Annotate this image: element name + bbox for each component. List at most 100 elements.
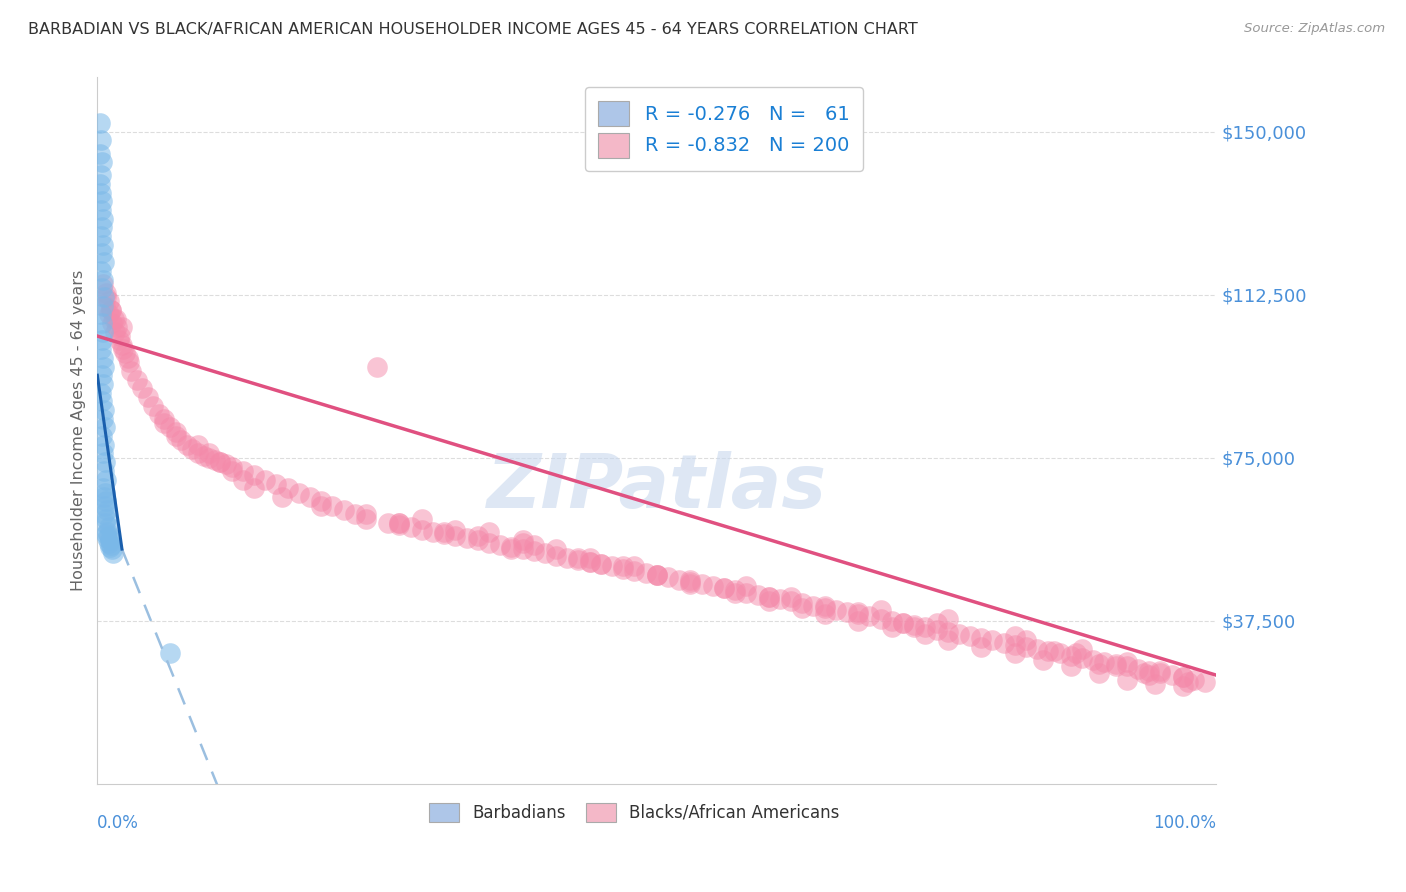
Point bbox=[567, 550, 589, 565]
Point bbox=[634, 566, 657, 580]
Point bbox=[354, 511, 377, 525]
Point bbox=[645, 568, 668, 582]
Point bbox=[534, 546, 557, 560]
Point bbox=[90, 429, 112, 443]
Point bbox=[165, 429, 187, 443]
Point bbox=[90, 155, 112, 169]
Point bbox=[713, 581, 735, 595]
Point bbox=[96, 503, 118, 517]
Point bbox=[309, 494, 332, 508]
Point bbox=[1182, 673, 1205, 687]
Point bbox=[411, 523, 433, 537]
Point bbox=[90, 133, 112, 147]
Point bbox=[1060, 659, 1083, 673]
Point bbox=[96, 290, 118, 304]
Point bbox=[343, 508, 366, 522]
Point bbox=[1104, 659, 1126, 673]
Point bbox=[1043, 644, 1066, 658]
Point bbox=[107, 334, 129, 348]
Point bbox=[90, 220, 112, 235]
Point bbox=[159, 420, 181, 434]
Point bbox=[690, 577, 713, 591]
Point bbox=[93, 508, 115, 522]
Point bbox=[399, 520, 422, 534]
Point bbox=[243, 481, 266, 495]
Point bbox=[112, 342, 135, 356]
Point bbox=[846, 607, 869, 622]
Point bbox=[94, 455, 117, 469]
Point bbox=[388, 516, 411, 530]
Point bbox=[645, 568, 668, 582]
Point bbox=[125, 373, 148, 387]
Point bbox=[501, 540, 523, 554]
Point bbox=[90, 168, 112, 182]
Point bbox=[523, 538, 546, 552]
Point bbox=[100, 303, 122, 318]
Point bbox=[735, 585, 758, 599]
Point bbox=[91, 299, 114, 313]
Point bbox=[1092, 655, 1115, 669]
Point bbox=[388, 516, 411, 530]
Text: 0.0%: 0.0% bbox=[97, 814, 139, 832]
Point bbox=[266, 476, 288, 491]
Point bbox=[702, 579, 724, 593]
Point bbox=[1038, 644, 1060, 658]
Point bbox=[478, 535, 501, 549]
Point bbox=[1066, 647, 1088, 661]
Point bbox=[1015, 633, 1038, 648]
Point bbox=[98, 540, 121, 554]
Point bbox=[1015, 640, 1038, 654]
Point bbox=[111, 338, 134, 352]
Point bbox=[880, 614, 903, 628]
Point bbox=[254, 473, 277, 487]
Point bbox=[433, 524, 456, 539]
Point bbox=[90, 385, 112, 400]
Point bbox=[153, 411, 176, 425]
Point bbox=[96, 531, 118, 545]
Point bbox=[578, 555, 600, 569]
Point bbox=[94, 499, 117, 513]
Point bbox=[232, 473, 254, 487]
Point bbox=[94, 485, 117, 500]
Point bbox=[936, 624, 959, 639]
Point bbox=[93, 438, 115, 452]
Point bbox=[136, 390, 159, 404]
Point bbox=[1137, 668, 1160, 682]
Point bbox=[90, 394, 112, 409]
Point bbox=[120, 364, 142, 378]
Point bbox=[858, 609, 880, 624]
Point bbox=[803, 599, 825, 613]
Point bbox=[713, 581, 735, 595]
Point bbox=[724, 583, 747, 598]
Point bbox=[97, 294, 120, 309]
Point bbox=[970, 640, 993, 654]
Point bbox=[93, 290, 115, 304]
Point bbox=[925, 623, 948, 637]
Point bbox=[90, 368, 112, 383]
Point bbox=[90, 194, 112, 209]
Point bbox=[780, 594, 803, 608]
Point bbox=[96, 473, 118, 487]
Point bbox=[100, 303, 122, 318]
Point bbox=[444, 529, 467, 543]
Point bbox=[758, 594, 780, 608]
Point bbox=[91, 481, 114, 495]
Point bbox=[1115, 655, 1137, 669]
Point bbox=[104, 325, 127, 339]
Point bbox=[657, 570, 679, 584]
Point bbox=[1049, 647, 1071, 661]
Point bbox=[321, 499, 343, 513]
Point bbox=[1149, 664, 1171, 678]
Point bbox=[131, 381, 153, 395]
Point bbox=[89, 177, 111, 191]
Point bbox=[936, 633, 959, 648]
Point bbox=[91, 411, 114, 425]
Point bbox=[332, 503, 354, 517]
Point bbox=[679, 573, 702, 587]
Point bbox=[91, 277, 114, 291]
Point bbox=[1083, 653, 1105, 667]
Point bbox=[1060, 648, 1083, 663]
Point bbox=[97, 529, 120, 543]
Point bbox=[117, 351, 139, 365]
Point bbox=[97, 520, 120, 534]
